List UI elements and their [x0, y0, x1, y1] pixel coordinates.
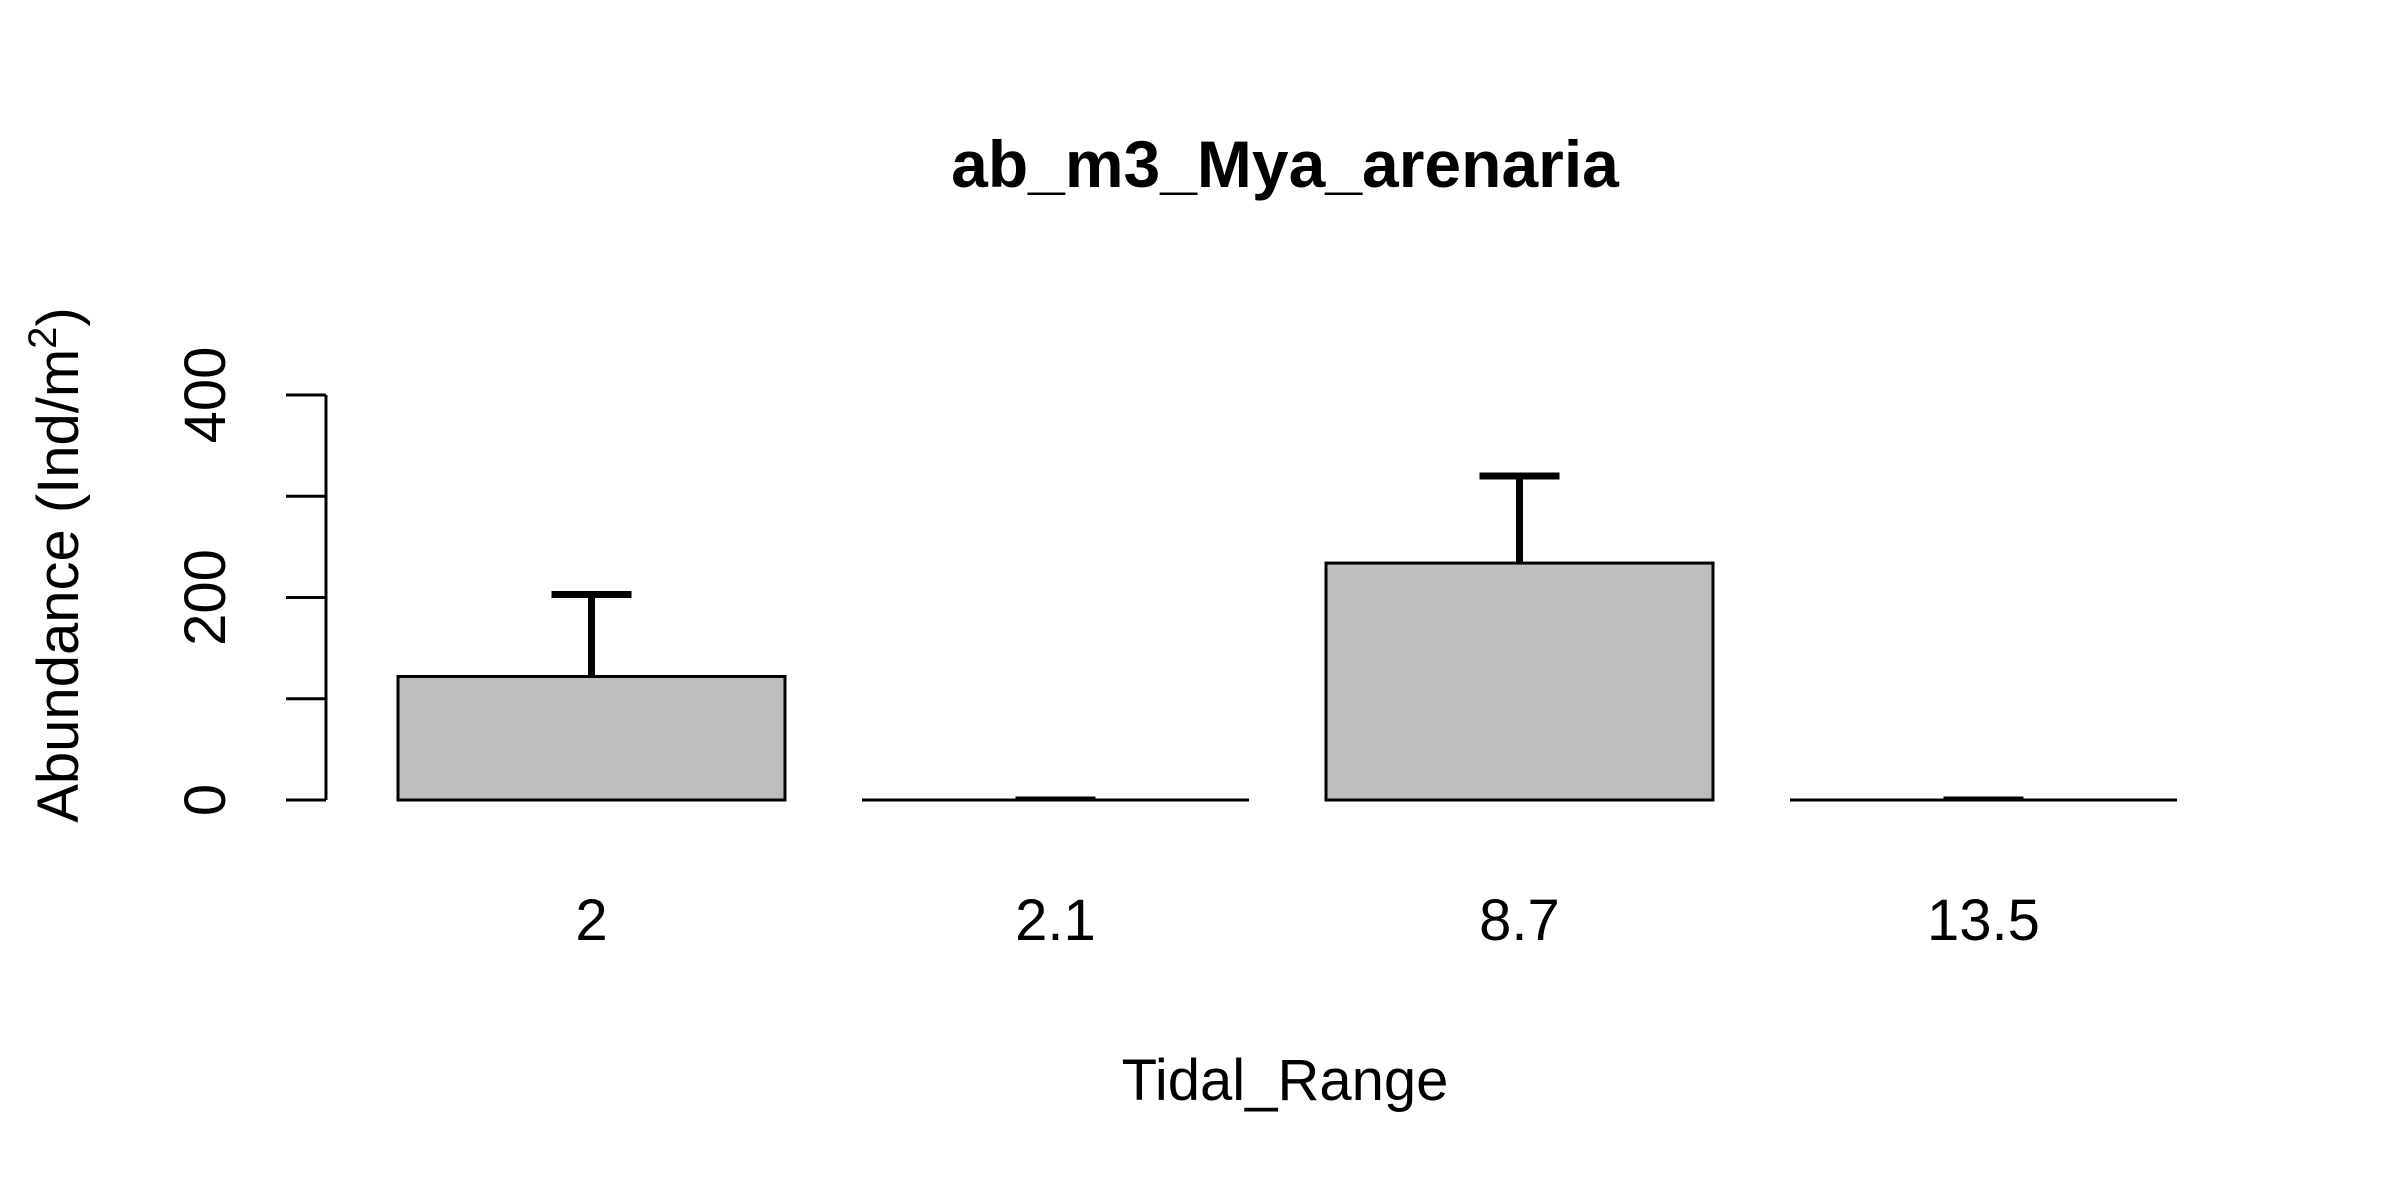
- y-axis: 0 200 400: [173, 347, 328, 816]
- y-tick-label: 200: [173, 549, 238, 646]
- x-tick-label: 8.7: [1479, 888, 1560, 953]
- y-tick-label: 400: [173, 347, 238, 444]
- x-axis-label: Tidal_Range: [1122, 1048, 1449, 1113]
- y-axis-label-text: Abundance (Ind/m: [26, 349, 91, 823]
- y-axis-label-close: ): [26, 307, 91, 326]
- y-tick-label: 0: [173, 784, 238, 816]
- x-tick-label: 13.5: [1927, 888, 2040, 953]
- y-axis-label: Abundance (Ind/m2): [21, 307, 91, 823]
- y-axis-label-superscript: 2: [21, 327, 65, 349]
- bar: [396, 674, 787, 802]
- error-bars: [551, 472, 2024, 800]
- x-tick-label: 2: [575, 888, 607, 953]
- x-tick-labels: 2 2.1 8.7 13.5: [575, 888, 2040, 953]
- bar: [1324, 561, 1715, 802]
- chart-title: ab_m3_Mya_arenaria: [951, 127, 1620, 201]
- bars: [396, 561, 2177, 802]
- x-tick-label: 2.1: [1015, 888, 1096, 953]
